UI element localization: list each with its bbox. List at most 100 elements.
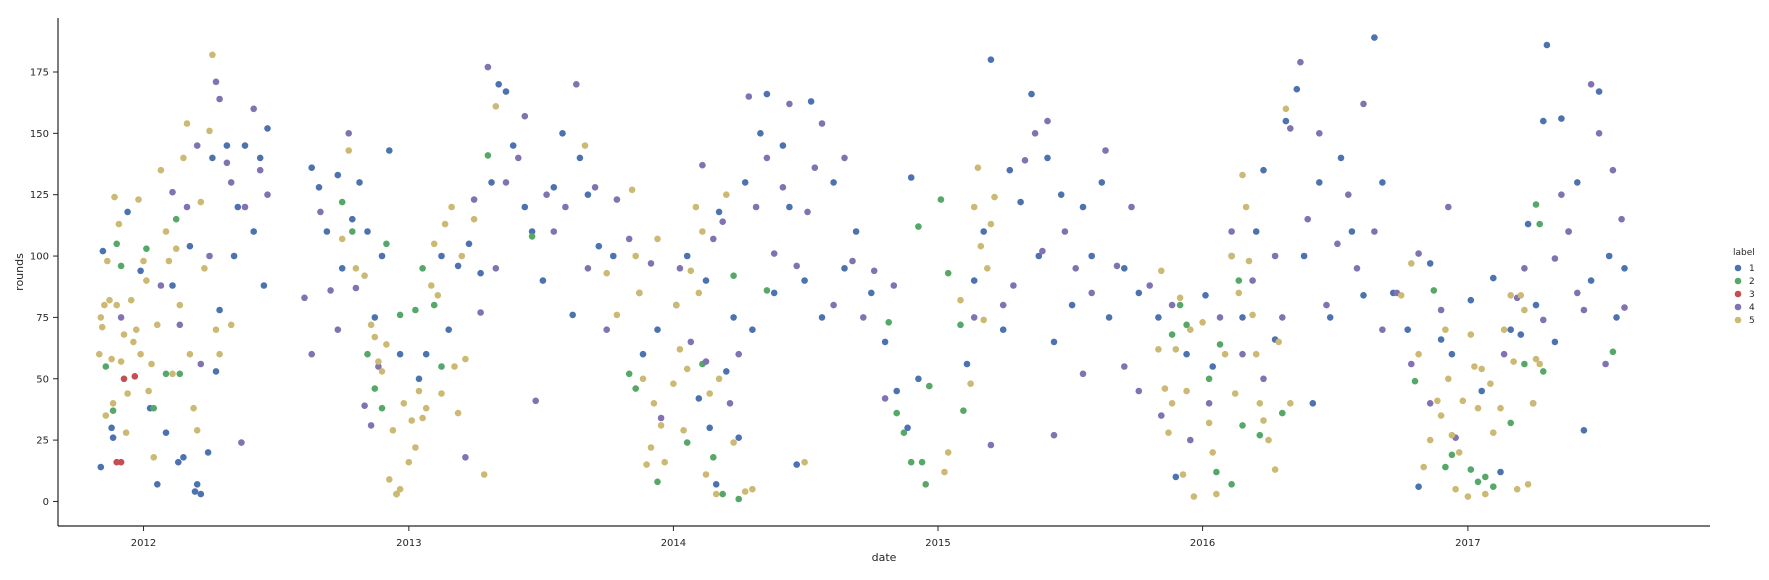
scatter-point-label-5 (448, 203, 455, 211)
scatter-point-label-1 (1155, 314, 1162, 321)
scatter-point-label-5 (212, 326, 220, 334)
scatter-point-label-5 (422, 404, 430, 412)
scatter-point-label-1 (1360, 292, 1367, 299)
scatter-point-label-5 (412, 444, 419, 451)
scatter-point-label-1 (801, 277, 808, 284)
scatter-point-label-1 (749, 326, 756, 334)
scatter-point-label-5 (378, 368, 386, 375)
scatter-point-label-5 (1256, 400, 1264, 407)
scatter-point-label-2 (484, 152, 492, 159)
scatter-point-label-2 (349, 228, 356, 235)
scatter-point-label-1 (1348, 228, 1356, 235)
scatter-point-label-1 (970, 277, 978, 284)
scatter-point-label-2 (1176, 301, 1184, 309)
scatter-point-label-1 (595, 242, 603, 250)
scatter-point-label-1 (841, 265, 848, 272)
scatter-point-label-4 (1239, 350, 1246, 358)
scatter-point-label-1 (175, 458, 182, 466)
scatter-point-label-5 (1221, 350, 1229, 358)
scatter-point-label-2 (1235, 277, 1243, 284)
scatter-point-label-4 (719, 218, 726, 225)
scatter-point-label-5 (106, 296, 113, 304)
scatter-point-label-2 (1216, 341, 1224, 348)
scatter-point-label-1 (980, 228, 987, 235)
scatter-point-label-5 (987, 220, 995, 228)
scatter-point-label-5 (1426, 436, 1434, 444)
scatter-point-label-4 (484, 63, 492, 71)
scatter-point-label-1 (108, 424, 115, 432)
scatter-point-label-2 (162, 370, 170, 378)
scatter-point-label-5 (169, 370, 176, 378)
scatter-point-label-5 (1231, 390, 1239, 397)
scatter-point-label-4 (1271, 252, 1279, 260)
scatter-point-label-5 (974, 164, 982, 171)
scatter-point-label-5 (970, 203, 978, 211)
scatter-point-label-4 (657, 414, 665, 422)
scatter-point-label-1 (234, 203, 242, 211)
scatter-point-label-1 (1587, 277, 1595, 284)
scatter-point-label-4 (726, 400, 734, 407)
scatter-point-label-2 (719, 490, 726, 498)
scatter-point-label-2 (1467, 466, 1475, 473)
scatter-point-label-1 (741, 179, 749, 186)
scatter-point-label-2 (143, 245, 150, 252)
y-tick-label: 75 (36, 313, 49, 324)
scatter-point-label-5 (1490, 429, 1497, 437)
scatter-point-label-5 (1183, 387, 1190, 395)
scatter-point-label-2 (1521, 360, 1528, 368)
scatter-point-label-1 (1239, 314, 1246, 321)
scatter-point-label-1 (209, 154, 216, 162)
scatter-point-label-4 (327, 287, 334, 294)
scatter-point-label-5 (193, 427, 201, 434)
scatter-point-label-5 (967, 380, 974, 388)
scatter-point-label-5 (1158, 267, 1165, 275)
scatter-point-label-2 (1239, 422, 1246, 429)
scatter-point-label-5 (1176, 294, 1184, 302)
y-tick-label: 175 (30, 67, 49, 78)
scatter-point-label-2 (1536, 220, 1543, 228)
scatter-point-label-4 (1379, 326, 1386, 334)
scatter-point-label-2 (1609, 348, 1617, 356)
x-tick-label: 2012 (131, 538, 156, 549)
scatter-point-label-1 (987, 56, 995, 63)
scatter-point-label-1 (415, 375, 423, 383)
scatter-point-label-4 (550, 228, 558, 235)
scatter-point-label-5 (1442, 326, 1449, 334)
scatter-point-label-4 (735, 350, 742, 358)
scatter-point-label-5 (673, 301, 680, 309)
scatter-point-label-5 (1507, 292, 1514, 299)
scatter-point-label-5 (1452, 485, 1459, 493)
scatter-point-label-4 (238, 439, 245, 446)
scatter-point-label-4 (1595, 130, 1603, 137)
scatter-point-label-2 (710, 454, 717, 461)
scatter-point-label-1 (735, 434, 742, 442)
scatter-point-label-5 (140, 257, 147, 265)
scatter-point-label-4 (1621, 304, 1628, 311)
scatter-point-label-1 (1068, 301, 1076, 309)
scatter-point-label-5 (1172, 346, 1180, 353)
scatter-point-label-5 (1239, 171, 1246, 179)
scatter-point-label-5 (104, 257, 111, 265)
scatter-point-label-1 (1543, 41, 1551, 49)
scatter-point-label-1 (356, 179, 363, 186)
scatter-point-label-5 (1161, 385, 1169, 392)
scatter-point-label-1 (818, 314, 826, 321)
scatter-point-label-5 (1199, 319, 1206, 326)
scatter-point-label-1 (477, 269, 484, 277)
scatter-point-label-2 (176, 370, 184, 378)
scatter-point-label-4 (1587, 81, 1595, 88)
scatter-point-label-1 (1507, 326, 1514, 334)
x-axis-label: date (872, 551, 897, 564)
scatter-point-label-4 (987, 441, 995, 449)
scatter-point-label-5 (628, 186, 636, 194)
scatter-point-label-4 (223, 159, 231, 167)
legend: label 1 2 3 4 5 (1733, 248, 1755, 326)
scatter-point-label-4 (1249, 277, 1256, 284)
scatter-point-label-5 (1434, 397, 1441, 405)
scatter-point-label-1 (559, 130, 566, 137)
axes (57, 18, 1710, 527)
scatter-point-label-3 (120, 375, 128, 383)
scatter-point-label-4 (345, 130, 353, 137)
scatter-point-label-5 (162, 228, 170, 235)
scatter-point-label-4 (584, 265, 592, 272)
